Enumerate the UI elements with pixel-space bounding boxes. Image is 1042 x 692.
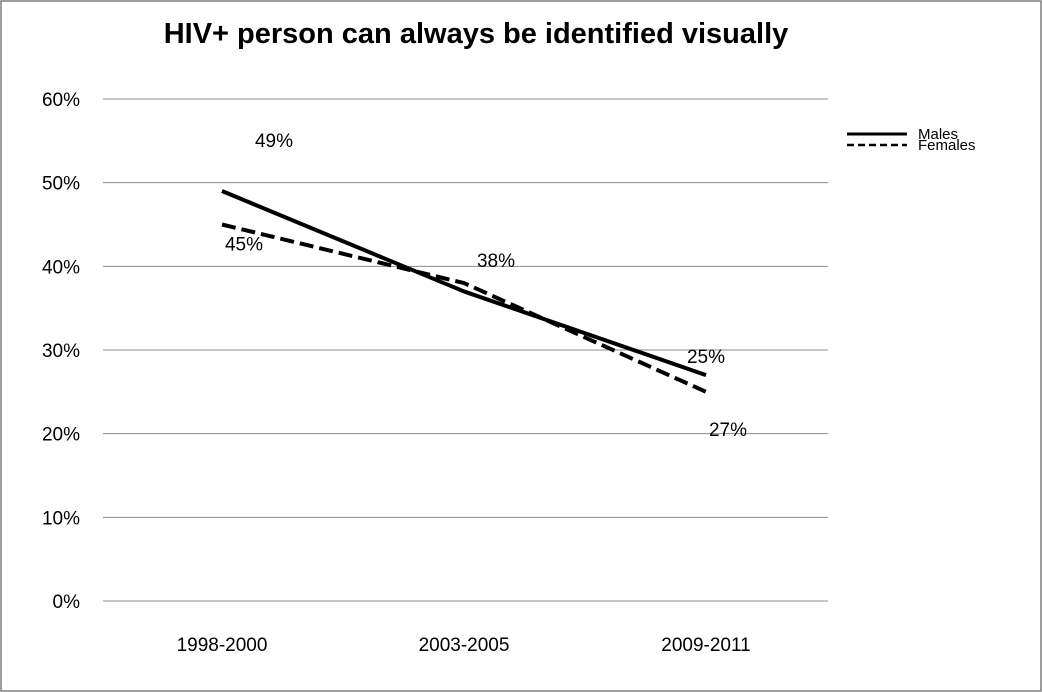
data-label: 25%: [687, 347, 725, 368]
data-label: 45%: [225, 235, 263, 256]
data-label: 38%: [477, 251, 515, 272]
gridlines: [103, 98, 828, 602]
legend-label: Males: [918, 126, 958, 143]
x-tick-label: 2009-2011: [661, 635, 750, 656]
series-line-females: [221, 222, 707, 394]
data-labels: 49% 25% 45% 38% 27%: [225, 131, 747, 441]
legend-label: Females: [918, 137, 976, 154]
y-tick-label: 50%: [42, 174, 80, 195]
x-tick-label: 1998-2000: [177, 635, 268, 656]
x-tick-label: 2003-2005: [419, 635, 510, 656]
y-tick-label: 10%: [42, 508, 80, 529]
y-tick-label: 30%: [42, 341, 80, 362]
y-tick-label: 40%: [42, 257, 80, 278]
x-axis-tick-labels: 1998-2000 2003-2005 2009-2011: [177, 635, 751, 656]
y-tick-label: 20%: [42, 425, 80, 446]
y-axis-tick-labels: 0% 10% 20% 30% 40% 50% 60%: [42, 90, 80, 613]
data-label: 27%: [709, 420, 747, 441]
series-line-males: [221, 189, 707, 377]
y-tick-label: 0%: [53, 592, 81, 613]
data-label: 49%: [255, 131, 293, 152]
chart-title: HIV+ person can always be identified vis…: [164, 18, 789, 50]
series-lines: [221, 189, 707, 394]
y-tick-label: 60%: [42, 90, 80, 111]
